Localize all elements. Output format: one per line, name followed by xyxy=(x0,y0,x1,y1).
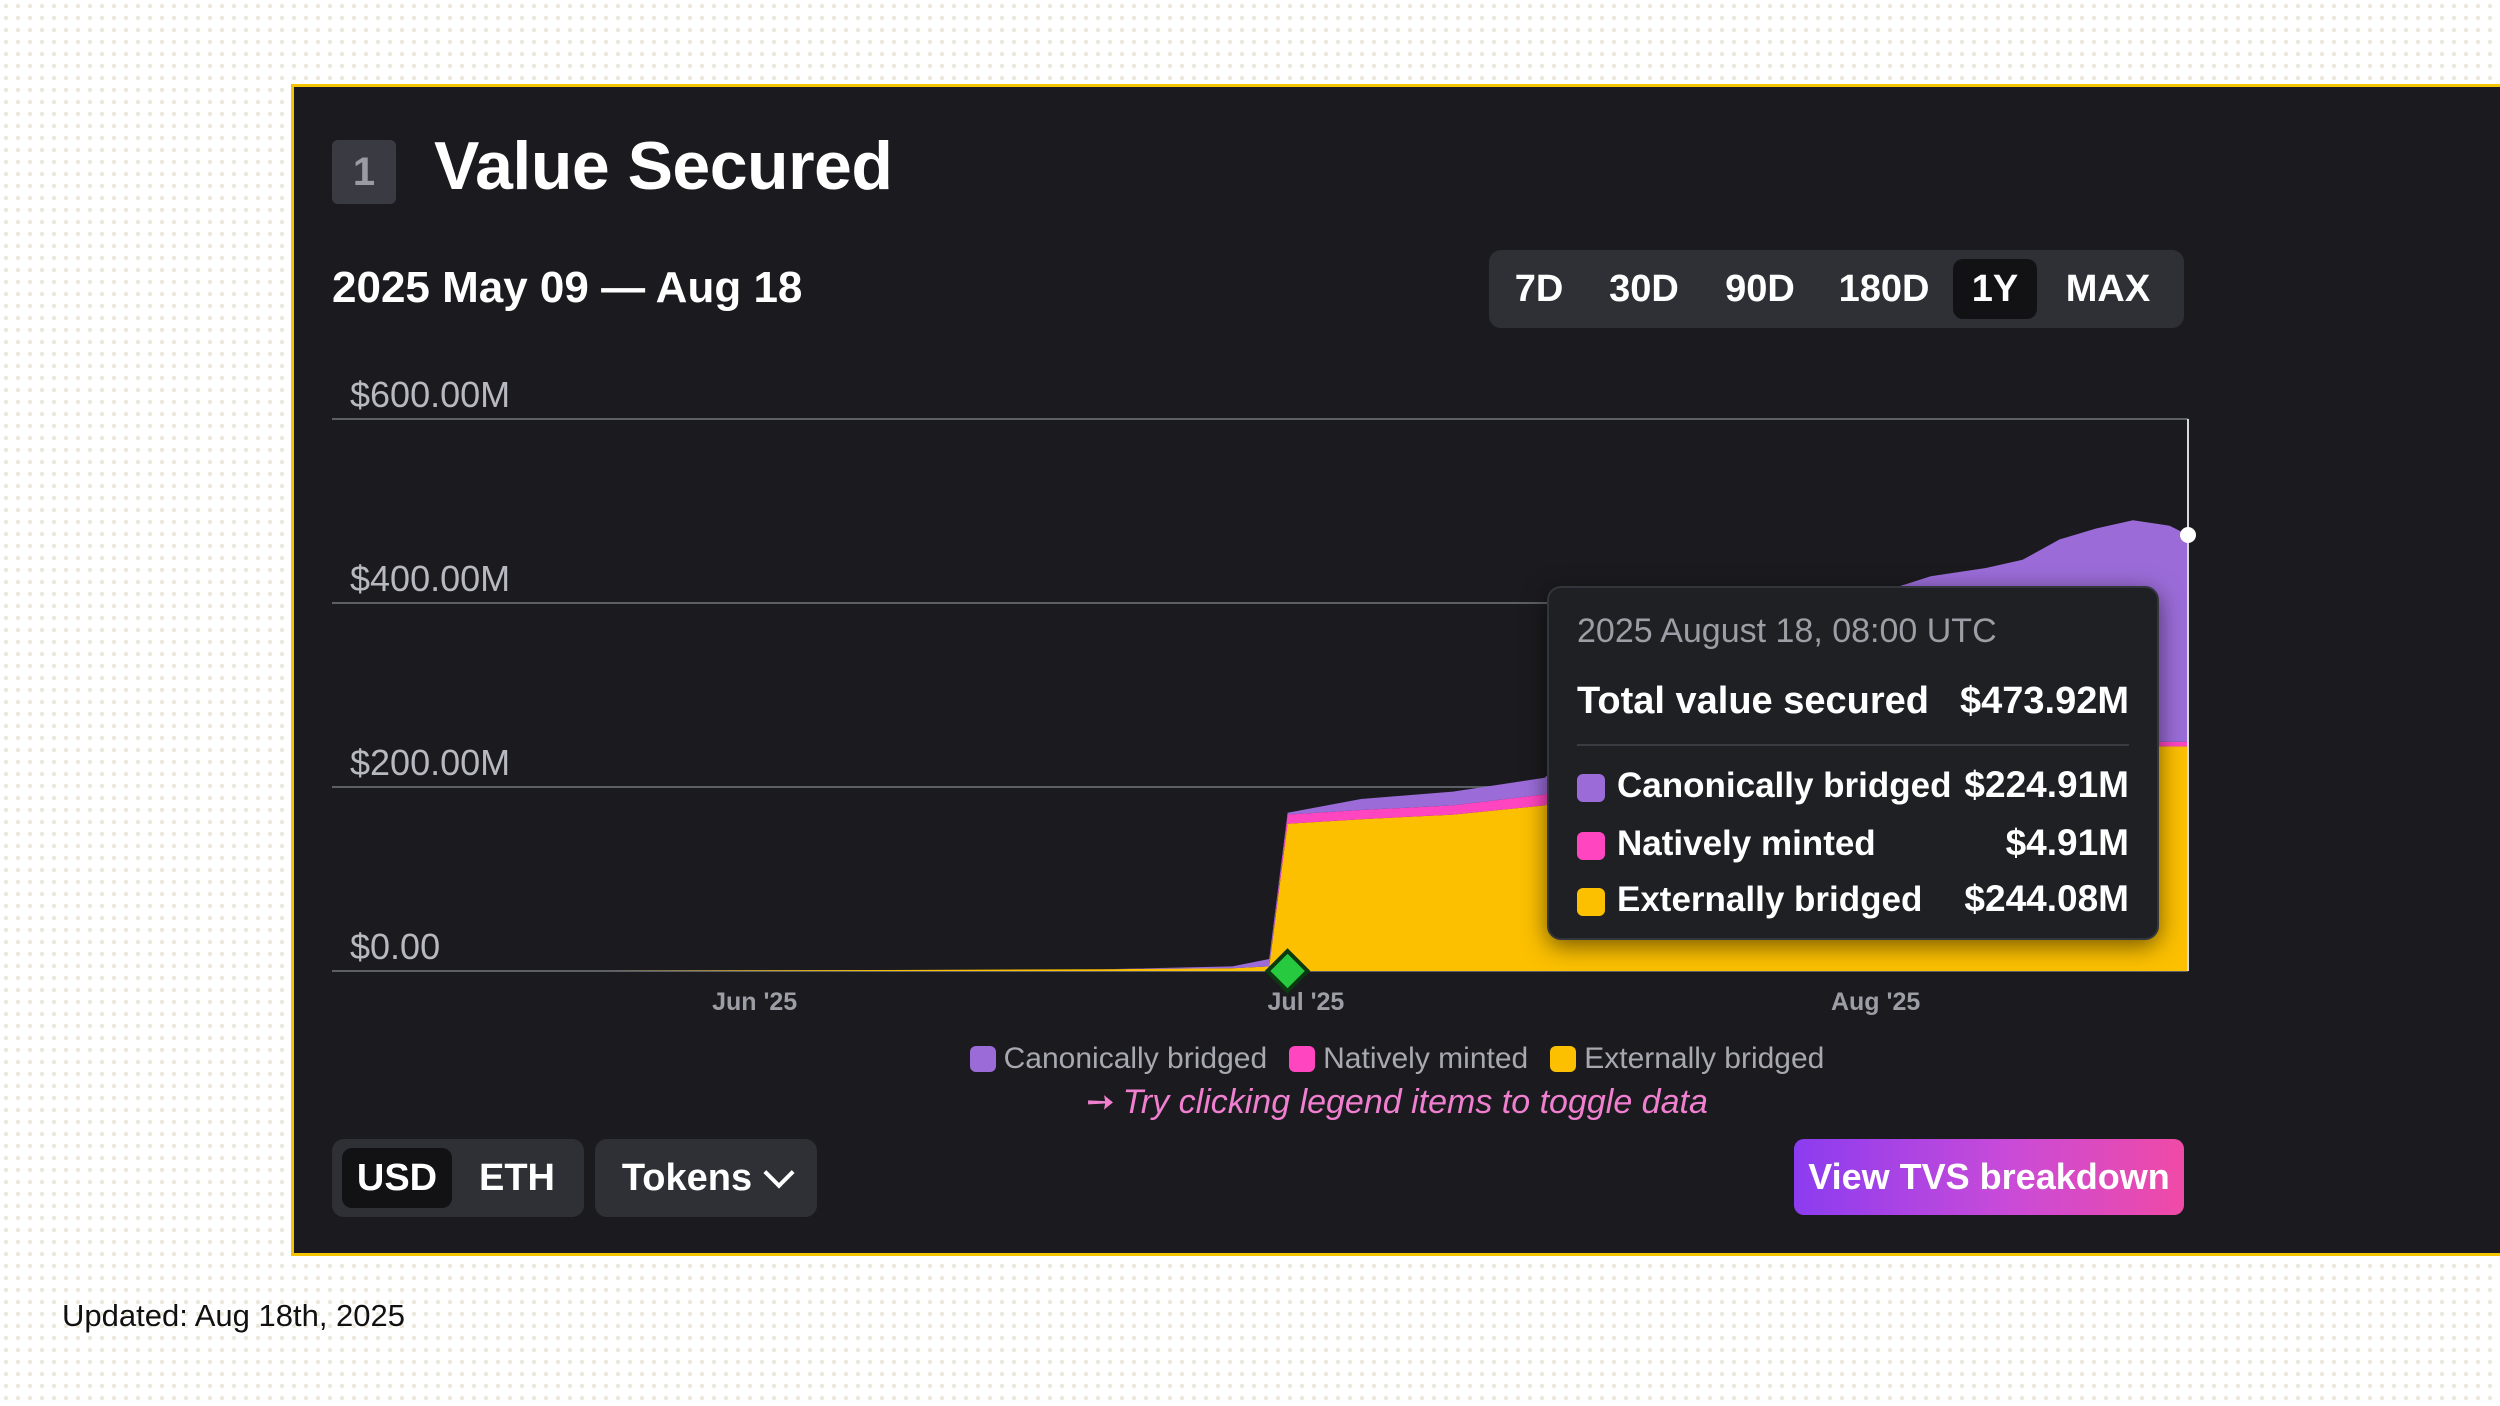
y-tick-label: $200.00M xyxy=(350,742,510,783)
x-tick-label: Jul '25 xyxy=(1268,988,1345,1016)
timeframe-30d[interactable]: 30D xyxy=(1609,267,1679,310)
tooltip-row-canonically-bridged: Canonically bridged $224.91M xyxy=(1577,764,2129,814)
tooltip-total-value: $473.92M xyxy=(1959,680,2129,722)
timeframe-1y[interactable]: 1Y xyxy=(1953,259,2037,319)
tooltip-row-label: Externally bridged xyxy=(1617,880,1923,919)
legend-item-natively-minted[interactable]: Natively minted xyxy=(1289,1042,1528,1076)
tooltip-row-value: $224.91M xyxy=(1964,764,2129,805)
view-tvs-breakdown-button[interactable]: View TVS breakdown xyxy=(1794,1139,2184,1215)
timeframe-180d[interactable]: 180D xyxy=(1838,267,1930,310)
legend-swatch xyxy=(1550,1046,1577,1072)
date-range: 2025 May 09 — Aug 18 xyxy=(332,263,803,312)
currency-usd-button[interactable]: USD xyxy=(342,1148,452,1208)
legend-swatch xyxy=(969,1046,996,1072)
tokens-dropdown[interactable]: Tokens xyxy=(595,1139,817,1217)
legend-item-canonically-bridged[interactable]: Canonically bridged xyxy=(969,1042,1268,1076)
tooltip-date: 2025 August 18, 08:00 UTC xyxy=(1577,612,1997,650)
tooltip-row-label: Natively minted xyxy=(1617,824,1876,863)
x-tick-label: Jun '25 xyxy=(712,988,797,1016)
tooltip-row-natively-minted: Natively minted $4.91M xyxy=(1577,822,2129,872)
timeframe-selector: 7D 30D 90D 180D 1Y MAX xyxy=(1489,250,2184,328)
tooltip-row-externally-bridged: Externally bridged $244.08M xyxy=(1577,878,2129,928)
section-title: Value Secured xyxy=(434,128,893,204)
section-number-badge: 1 xyxy=(332,140,396,204)
updated-timestamp: Updated: Aug 18th, 2025 xyxy=(62,1298,406,1333)
legend-hint-text: Try clicking legend items to toggle data xyxy=(1122,1083,1708,1121)
tooltip-total-label: Total value secured xyxy=(1577,680,1929,722)
legend-label: Externally bridged xyxy=(1584,1042,1825,1075)
canonically-bridged-swatch xyxy=(1577,774,1605,802)
legend-hint: ➙ Try clicking legend items to toggle dat… xyxy=(294,1082,2500,1122)
y-tick-label: $0.00 xyxy=(350,926,440,967)
chart-tooltip: 2025 August 18, 08:00 UTC Total value se… xyxy=(1547,586,2159,940)
area-series-canonically-bridged xyxy=(332,520,2188,971)
currency-eth-button[interactable]: ETH xyxy=(479,1156,555,1199)
natively-minted-swatch xyxy=(1577,832,1605,860)
tooltip-row-value: $244.08M xyxy=(1964,878,2129,919)
timeframe-7d[interactable]: 7D xyxy=(1514,267,1564,310)
tooltip-row-value: $4.91M xyxy=(2005,822,2129,863)
y-tick-label: $400.00M xyxy=(350,558,510,599)
value-secured-chart[interactable]: $0.00 $200.00M $400.00M $600.00M Jun '25 Jul … xyxy=(294,87,2500,1047)
hover-point xyxy=(2180,527,2196,544)
chart-legend: Canonically bridged Natively minted Exte… xyxy=(294,1042,2500,1076)
legend-label: Natively minted xyxy=(1323,1042,1529,1075)
tooltip-row-label: Canonically bridged xyxy=(1617,766,1952,805)
timeframe-90d[interactable]: 90D xyxy=(1725,267,1795,310)
timeframe-max[interactable]: MAX xyxy=(2065,267,2151,310)
legend-item-externally-bridged[interactable]: Externally bridged xyxy=(1550,1042,1824,1076)
tooltip-divider xyxy=(1577,744,2129,746)
legend-label: Canonically bridged xyxy=(1003,1042,1268,1075)
value-secured-card: 1 Value Secured 2025 May 09 — Aug 18 7D … xyxy=(291,84,2500,1256)
x-tick-label: Aug '25 xyxy=(1831,988,1920,1016)
chevron-down-icon xyxy=(763,1157,795,1189)
externally-bridged-swatch xyxy=(1577,888,1605,916)
legend-swatch xyxy=(1289,1046,1316,1072)
pointer-click-icon: ➙ xyxy=(1086,1083,1115,1121)
y-tick-label: $600.00M xyxy=(350,374,510,415)
currency-toggle: USD ETH xyxy=(332,1139,584,1217)
tokens-dropdown-label: Tokens xyxy=(621,1156,753,1199)
milestone-diamond-icon[interactable] xyxy=(1264,948,1311,994)
